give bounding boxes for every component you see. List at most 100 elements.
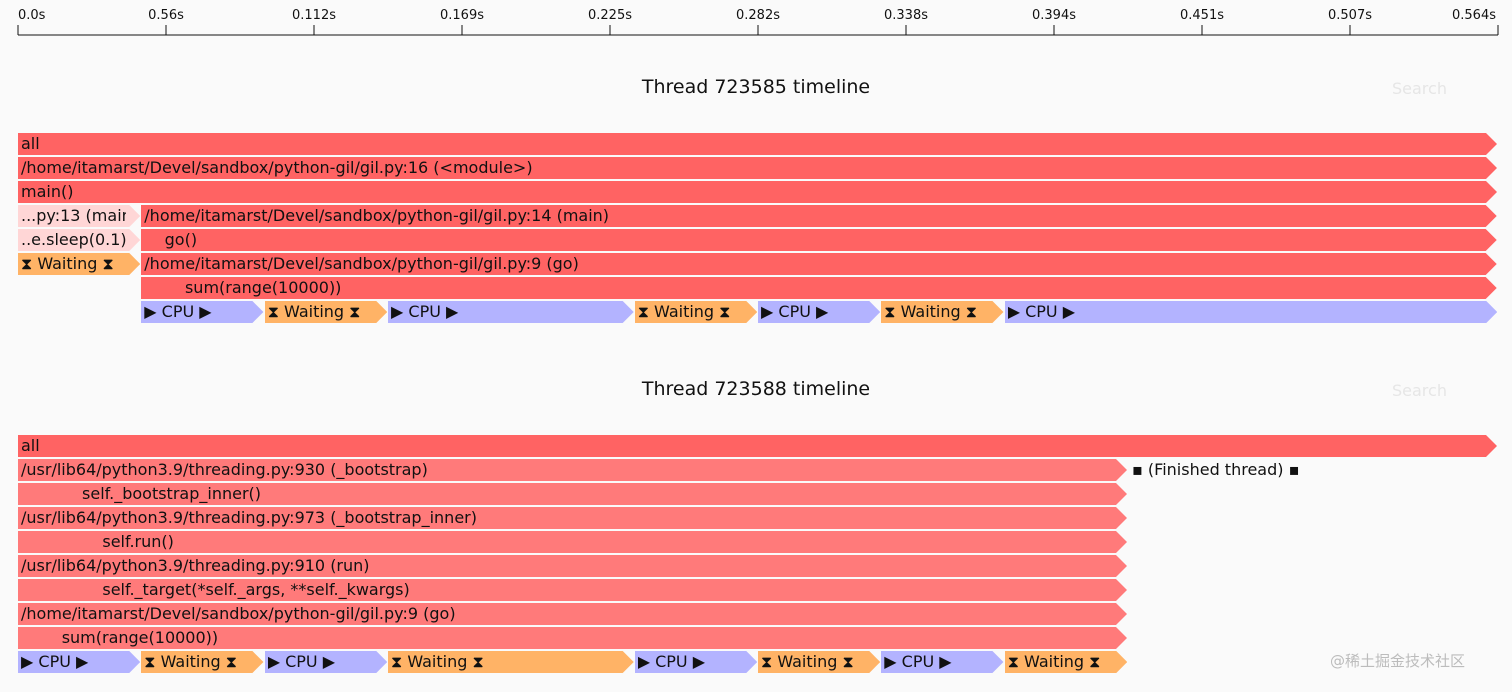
frame-shape: [141, 253, 1497, 275]
axis-tick-label: 0.451s: [1180, 8, 1224, 23]
thread-2-frame[interactable]: ⧗ Waiting ⧗: [1004, 651, 1127, 673]
axis-tick-label: 0.564s: [1452, 8, 1496, 23]
thread-2-frame[interactable]: /usr/lib64/python3.9/threading.py:930 (_…: [18, 459, 1127, 481]
frame-label: all: [21, 134, 40, 153]
frame-shape: [18, 483, 1127, 505]
thread-2-frame[interactable]: ▶ CPU ▶: [264, 651, 387, 673]
frame-label: ▶ CPU ▶: [637, 652, 706, 671]
thread-1-frame[interactable]: /home/itamarst/Devel/sandbox/python-gil/…: [18, 157, 1497, 179]
thread-1-frame[interactable]: sum(range(10000)): [141, 277, 1497, 299]
thread-1-frame[interactable]: ▶ CPU ▶: [388, 301, 634, 323]
frame-shape: [141, 205, 1497, 227]
frame-shape: [141, 277, 1497, 299]
frame-label: /home/itamarst/Devel/sandbox/python-gil/…: [21, 158, 533, 177]
axis-tick-label: 0.338s: [884, 8, 928, 23]
thread-2-frame[interactable]: ▶ CPU ▶: [881, 651, 1004, 673]
frame-shape: [388, 301, 634, 323]
frame-label: /usr/lib64/python3.9/threading.py:973 (_…: [21, 508, 477, 527]
frame-label: sum(range(10000)): [21, 628, 219, 647]
axis-tick-label: 0.56s: [148, 8, 184, 23]
thread-1-frame[interactable]: ⧗ Waiting ⧗: [634, 301, 757, 323]
frame-label: ▶ CPU ▶: [1007, 302, 1076, 321]
frame-label: all: [21, 436, 40, 455]
frame-shape: [634, 301, 757, 323]
frame-label: ▶ CPU ▶: [144, 302, 212, 321]
frame-shape: [388, 651, 634, 673]
frame-label: ⧗ Waiting ⧗: [761, 652, 854, 671]
frame-shape: [141, 229, 1497, 251]
thread-2-frame[interactable]: ⧗ Waiting ⧗: [141, 651, 264, 673]
thread-1-frame[interactable]: ⧗ Waiting ⧗: [18, 253, 141, 275]
frame-shape: [18, 603, 1127, 625]
axis-tick-label: 0.507s: [1328, 8, 1372, 23]
thread-2-frame[interactable]: /usr/lib64/python3.9/threading.py:973 (_…: [18, 507, 1127, 529]
frame-label: ⧗ Waiting ⧗: [1007, 652, 1101, 671]
thread-2-frame[interactable]: ▶ CPU ▶: [18, 651, 141, 673]
frame-label: go(): [144, 230, 198, 249]
thread-1-frame[interactable]: ▶ CPU ▶: [758, 301, 881, 323]
thread-2-frame[interactable]: /usr/lib64/python3.9/threading.py:910 (r…: [18, 555, 1127, 577]
thread-2-frame[interactable]: ⧗ Waiting ⧗: [388, 651, 634, 673]
thread-1-frame[interactable]: ▶ CPU ▶: [1004, 301, 1497, 323]
frame-shape: [18, 229, 141, 251]
frame-shape: [18, 181, 1497, 203]
frame-shape: [141, 301, 264, 323]
frame-label: sum(range(10000)): [144, 278, 342, 297]
axis-tick-label: 0.112s: [292, 8, 336, 23]
frame-shape: [881, 651, 1004, 673]
axis-tick-label: 0.394s: [1032, 8, 1076, 23]
thread-1-frame[interactable]: go(): [141, 229, 1497, 251]
axis-tick-label: 0.282s: [736, 8, 780, 23]
frame-label: main(): [21, 182, 74, 201]
frame-label: self.run(): [21, 532, 174, 551]
thread-2-frame[interactable]: ⧗ Waiting ⧗: [758, 651, 881, 673]
axis-tick-label: 0.225s: [588, 8, 632, 23]
watermark: @稀土掘金技术社区: [1330, 652, 1466, 670]
frame-shape: [141, 651, 264, 673]
thread-1-frame[interactable]: /home/itamarst/Devel/sandbox/python-gil/…: [141, 205, 1497, 227]
thread-2-title: Thread 723588 timeline: [641, 378, 871, 400]
frame-shape: [18, 507, 1127, 529]
thread-1-frame[interactable]: all: [18, 133, 1497, 155]
frame-shape: [634, 651, 757, 673]
frame-label: /home/itamarst/Devel/sandbox/python-gil/…: [144, 254, 579, 273]
thread-2-search-input[interactable]: Search: [1392, 381, 1447, 400]
thread-1-frame[interactable]: /home/itamarst/Devel/sandbox/python-gil/…: [141, 253, 1497, 275]
frame-label: ...py:13 (main): [21, 206, 126, 225]
axis-tick-label: 0.0s: [18, 8, 46, 23]
thread-1-frame[interactable]: ▶ CPU ▶: [141, 301, 264, 323]
frame-shape: [18, 253, 141, 275]
time-axis: 0.0s 0.56s 0.112s 0.169s 0.225s 0.282s 0.338s 0…: [17, 8, 1499, 36]
frame-label: ▶ CPU ▶: [391, 302, 459, 321]
thread-1-search-input[interactable]: Search: [1392, 79, 1447, 98]
frame-label: /home/itamarst/Devel/sandbox/python-gil/…: [144, 206, 610, 225]
frame-label: /usr/lib64/python3.9/threading.py:910 (r…: [21, 556, 370, 575]
axis-tick-label: 0.169s: [440, 8, 484, 23]
thread-2-frame[interactable]: /home/itamarst/Devel/sandbox/python-gil/…: [18, 603, 1127, 625]
frame-label: /home/itamarst/Devel/sandbox/python-gil/…: [21, 604, 456, 623]
frame-shape: [758, 301, 881, 323]
thread-2-frame[interactable]: self.run(): [18, 531, 1127, 553]
frame-shape: [264, 651, 387, 673]
frame-label: ⧗ Waiting ⧗: [144, 652, 237, 671]
thread-1-frame[interactable]: ⧗ Waiting ⧗: [881, 301, 1004, 323]
thread-2-frame[interactable]: all: [18, 435, 1497, 457]
frame-shape: [18, 459, 1127, 481]
thread-1-frame[interactable]: ..e.sleep(0.1): [18, 229, 141, 251]
frame-label: ⧗ Waiting ⧗: [391, 652, 484, 671]
frame-label: ▶ CPU ▶: [884, 652, 952, 671]
thread-2-frame[interactable]: self._target(*self._args, **self._kwargs…: [18, 579, 1127, 601]
frame-shape: [18, 651, 141, 673]
frame-label: ▶ CPU ▶: [761, 302, 829, 321]
frame-shape: [18, 627, 1127, 649]
thread-1-frame[interactable]: main(): [18, 181, 1497, 203]
thread-1-frame[interactable]: ⧗ Waiting ⧗: [264, 301, 387, 323]
frame-shape: [1004, 301, 1497, 323]
frame-shape: [18, 157, 1497, 179]
thread-1-frame[interactable]: ...py:13 (main): [18, 205, 141, 227]
thread-2-frame[interactable]: ▶ CPU ▶: [634, 651, 757, 673]
frame-label: ⧗ Waiting ⧗: [884, 302, 977, 321]
thread-2-frame[interactable]: sum(range(10000)): [18, 627, 1127, 649]
thread-2-frame[interactable]: self._bootstrap_inner(): [18, 483, 1127, 505]
